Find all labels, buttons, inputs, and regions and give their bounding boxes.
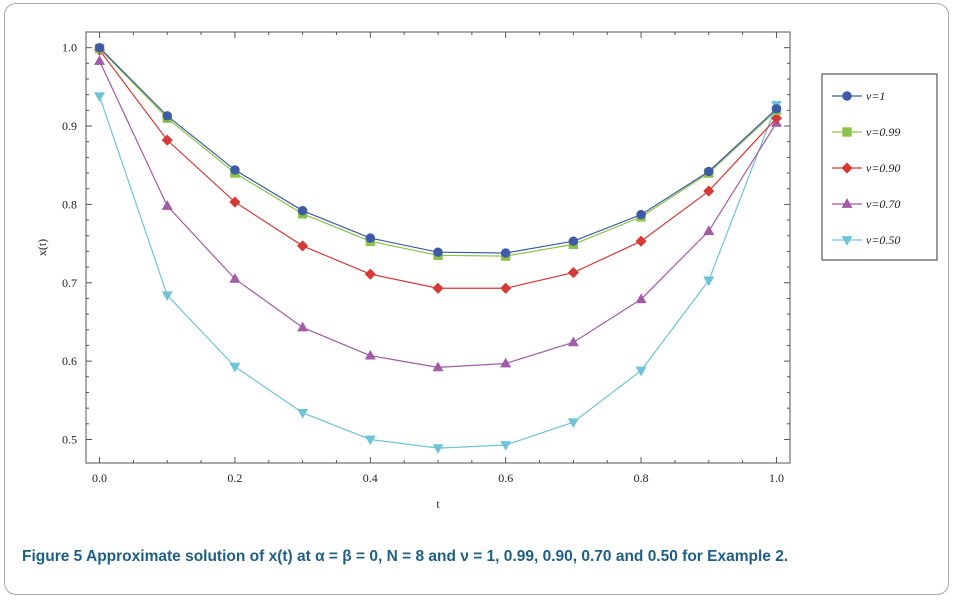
data-point (703, 185, 715, 197)
plot-area (85, 31, 791, 464)
data-point (636, 209, 646, 220)
data-point (229, 196, 241, 208)
data-point (500, 282, 512, 294)
data-point (161, 291, 173, 302)
series-diamond (93, 44, 783, 294)
data-point (297, 240, 309, 252)
data-point (230, 165, 240, 175)
series-triangle-down (94, 92, 782, 454)
x-tick-label: 0.8 (634, 471, 649, 485)
legend-label: ν=0.50 (866, 233, 900, 247)
data-point (567, 267, 579, 279)
y-tick-label: 0.7 (62, 276, 77, 290)
data-point (161, 134, 173, 146)
legend: ν=1 ν=0.99 ν=0.90 ν=0.70 ν=0.50 (821, 73, 938, 261)
series-line (99, 47, 777, 254)
legend-label: ν=0.90 (866, 161, 900, 175)
x-tick-label: 0.2 (227, 471, 242, 485)
y-tick-label: 0.8 (62, 197, 77, 211)
data-point (364, 268, 376, 280)
data-point (432, 444, 444, 454)
series-square (94, 43, 782, 261)
data-point (635, 293, 647, 304)
legend-marker (842, 127, 852, 137)
data-point (500, 248, 511, 258)
legend-item: ν=0.50 (832, 233, 900, 247)
data-point (94, 55, 106, 65)
data-point (229, 362, 241, 373)
data-point (432, 282, 444, 294)
y-tick-label: 1.0 (62, 41, 77, 55)
data-point (770, 112, 783, 124)
legend-label: ν=0.99 (866, 125, 900, 139)
y-tick-label: 0.5 (62, 432, 77, 446)
data-point (364, 349, 376, 360)
series-triangle-up (94, 55, 782, 372)
legend-marker (841, 162, 853, 174)
x-tick-label: 0.4 (363, 471, 378, 485)
series-line (99, 48, 777, 257)
legend-item: ν=0.90 (832, 161, 900, 175)
data-point (229, 273, 241, 283)
data-point (433, 247, 443, 257)
legend-box (821, 73, 938, 261)
y-tick-label: 0.6 (62, 354, 77, 368)
legend-marker (842, 91, 852, 101)
data-point (94, 92, 106, 103)
figure-caption: Figure 5 Approximate solution of x(t) at… (22, 548, 789, 565)
data-point (500, 357, 512, 368)
data-point (364, 435, 376, 446)
data-point (568, 236, 579, 246)
line-chart: 0.0 0.2 0.4 0.6 0.8 1.0 0.5 0.6 0.7 0.8 0.9 1.0 t x… (35, 31, 938, 511)
data-point (432, 361, 444, 372)
legend-item: ν=0.99 (832, 125, 900, 139)
data-point (162, 111, 172, 121)
data-point (567, 418, 579, 429)
series-line (98, 96, 778, 449)
data-point (500, 441, 512, 451)
axis-ticks: 0.0 0.2 0.4 0.6 0.8 1.0 0.5 0.6 0.7 0.8 0.9 1.0 (62, 32, 790, 485)
data-point (365, 233, 376, 243)
data-point (704, 166, 714, 177)
legend-label: ν=0.70 (866, 197, 900, 211)
legend-label: ν=1 (866, 89, 885, 103)
data-point (297, 205, 308, 216)
x-tick-label: 0.0 (92, 471, 107, 485)
figure-frame (4, 3, 949, 595)
data-point (771, 104, 782, 114)
legend-item: ν=0.70 (832, 197, 900, 211)
data-point (297, 408, 309, 419)
data-point (567, 336, 579, 347)
x-axis-label: t (436, 497, 440, 511)
data-point (635, 366, 647, 377)
x-tick-label: 1.0 (769, 471, 784, 485)
legend-item: ν=1 (832, 89, 885, 103)
data-point (297, 321, 309, 332)
data-point (161, 200, 173, 210)
data-point (703, 276, 715, 287)
x-tick-label: 0.6 (498, 471, 513, 485)
data-point (703, 225, 715, 235)
y-tick-label: 0.9 (62, 119, 77, 133)
legend-marker (841, 198, 853, 208)
y-axis-label: x(t) (35, 239, 49, 256)
data-point (635, 235, 647, 247)
series-line (98, 60, 777, 368)
series-layer (93, 42, 783, 454)
data-point (94, 42, 105, 53)
series-circle (94, 42, 782, 258)
legend-marker (841, 236, 853, 246)
